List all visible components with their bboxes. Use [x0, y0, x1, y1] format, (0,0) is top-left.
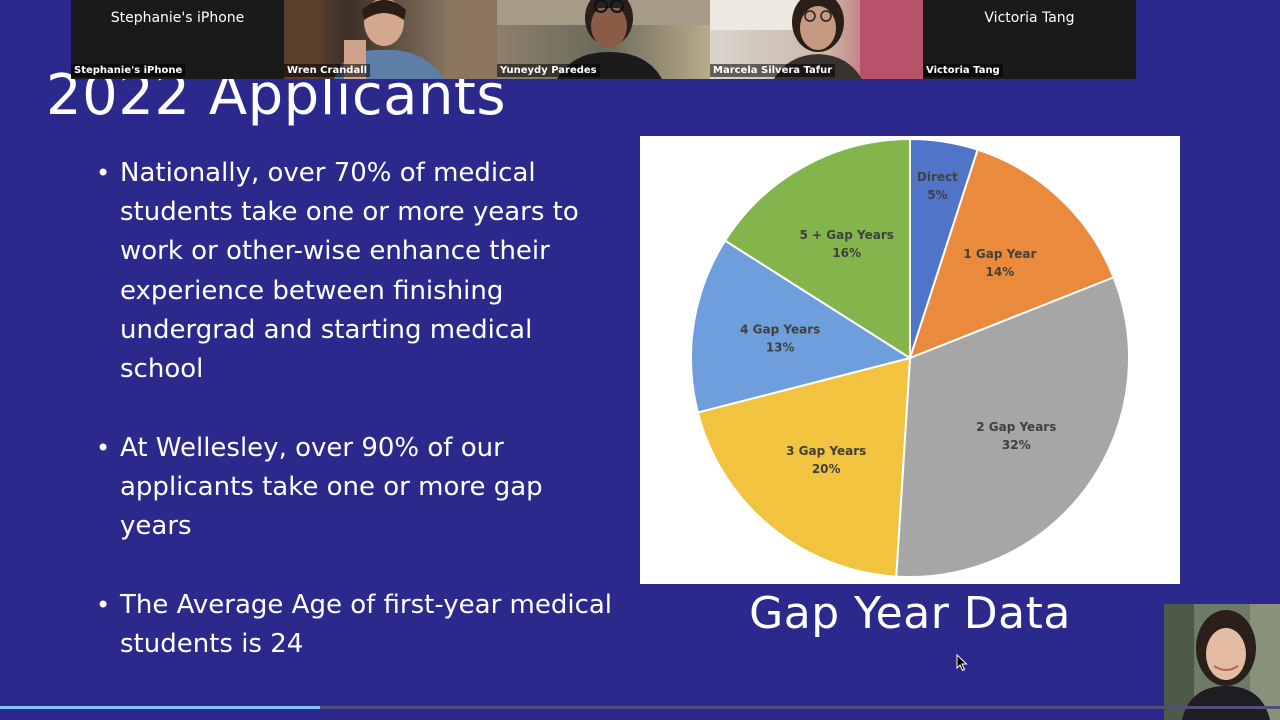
bullet-item: At Wellesley, over 90% of our applicants… — [96, 429, 620, 547]
pie-slice-value: 14% — [986, 265, 1015, 279]
pie-slice-label: 1 Gap Year — [963, 247, 1036, 261]
pie-slice-value: 16% — [832, 246, 861, 260]
participant-tile[interactable]: Stephanie's iPhone Stephanie's iPhone — [71, 0, 284, 79]
participant-tile[interactable]: Marcela Silvera Tafur — [710, 0, 923, 79]
bullet-item: Nationally, over 70% of medical students… — [96, 154, 620, 389]
participant-tile[interactable]: Victoria Tang Victoria Tang — [923, 0, 1136, 79]
participant-video-strip: Stephanie's iPhone Stephanie's iPhone Wr… — [71, 0, 1138, 79]
pie-chart: Direct 5% 1 Gap Year 14% 2 Gap Years 32% 3 Gap… — [640, 136, 1180, 584]
participant-tile[interactable]: Yuneydy Paredes — [497, 0, 710, 79]
pie-slice-label: 2 Gap Years — [976, 420, 1056, 434]
participant-name-tag: Stephanie's iPhone — [71, 64, 186, 77]
participant-tile[interactable]: Wren Crandall — [284, 0, 497, 79]
playback-progress-bar[interactable] — [0, 706, 1280, 709]
pie-slice-value: 32% — [1002, 438, 1031, 452]
pie-slice-label: Direct — [917, 170, 958, 184]
pie-slice-value: 20% — [812, 462, 841, 476]
participant-name-tag: Wren Crandall — [284, 64, 371, 77]
playback-progress-fill — [0, 706, 320, 709]
participant-name-tag: Victoria Tang — [923, 64, 1003, 77]
pie-slice — [690, 239, 913, 414]
self-view-video[interactable] — [1164, 604, 1280, 720]
self-view-person — [1164, 604, 1280, 720]
participant-display-name: Victoria Tang — [984, 10, 1075, 26]
participant-name-tag: Yuneydy Paredes — [497, 64, 600, 77]
bullet-item: The Average Age of first-year medical st… — [96, 586, 620, 664]
pie-slice-value: 5% — [927, 188, 947, 202]
pie-slice-label: 4 Gap Years — [740, 322, 820, 336]
pie-slice-value: 13% — [766, 340, 795, 354]
pie-slice — [723, 137, 911, 360]
participant-name-tag: Marcela Silvera Tafur — [710, 64, 836, 77]
pie-slice — [696, 356, 912, 578]
pie-slice — [895, 276, 1130, 578]
pie-slice — [908, 148, 1115, 360]
chart-caption: Gap Year Data — [749, 588, 1071, 639]
participant-video — [710, 0, 923, 79]
participant-display-name: Stephanie's iPhone — [110, 10, 245, 26]
mouse-pointer-icon — [956, 653, 968, 676]
pie-chart-svg: Direct 5% 1 Gap Year 14% 2 Gap Years 32% 3 Gap… — [690, 137, 1130, 578]
pie-slice-label: 3 Gap Years — [786, 444, 866, 458]
pie-slice-label: 5 + Gap Years — [800, 228, 894, 242]
